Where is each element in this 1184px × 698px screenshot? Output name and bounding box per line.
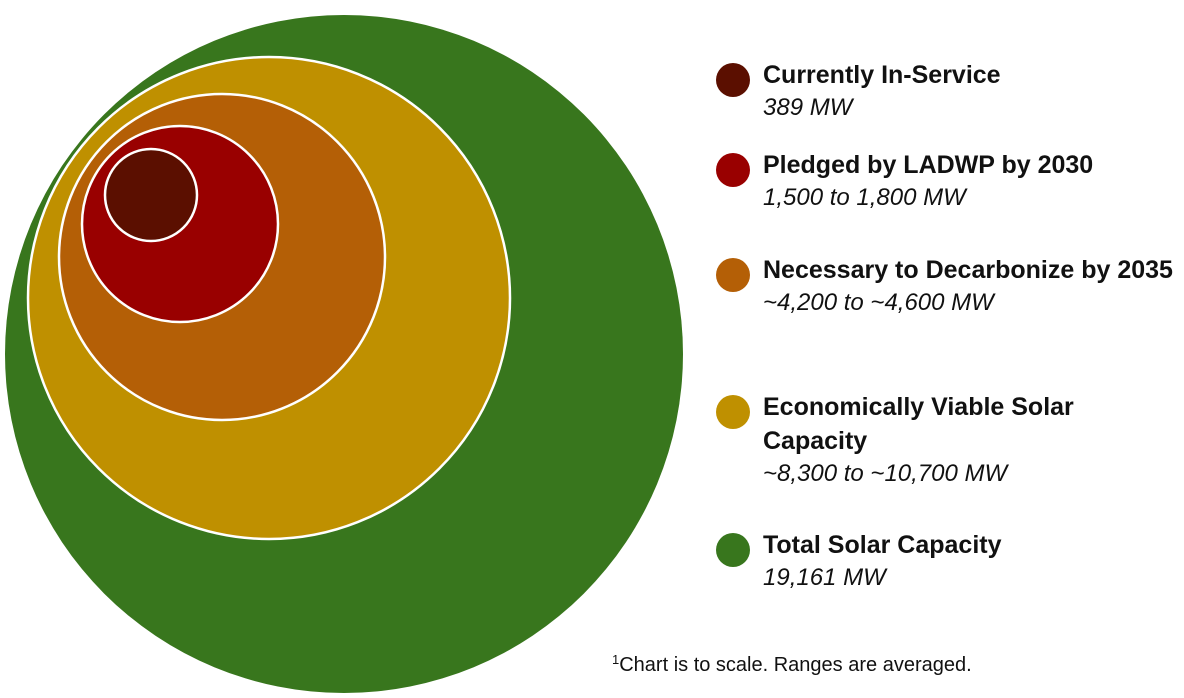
legend-swatch [716, 395, 750, 429]
legend-item-pledged-by-ladwp: Pledged by LADWP by 2030 1,500 to 1,800 … [716, 148, 1176, 253]
legend-item-economically-viable: Economically Viable Solar Capacity ~8,30… [716, 390, 1176, 528]
legend-value: 19,161 MW [763, 564, 886, 591]
legend: Currently In-Service 389 MW Pledged by L… [716, 58, 1176, 598]
footnote-marker: 1 [612, 652, 620, 667]
legend-label: Necessary to Decarbonize by 2035 [763, 256, 1173, 284]
legend-label: Economically Viable Solar Capacity [763, 393, 1074, 455]
legend-value: 389 MW [763, 94, 853, 121]
footnote: 1Chart is to scale. Ranges are averaged. [612, 652, 972, 677]
legend-swatch [716, 63, 750, 97]
legend-swatch [716, 258, 750, 292]
footnote-text: Chart is to scale. Ranges are averaged. [619, 654, 972, 676]
bubble-currently-in-service [103, 147, 199, 243]
legend-label: Pledged by LADWP by 2030 [763, 151, 1094, 179]
legend-item-currently-in-service: Currently In-Service 389 MW [716, 58, 1176, 148]
legend-value: 1,500 to 1,800 MW [763, 184, 966, 211]
legend-value: ~8,300 to ~10,700 MW [763, 460, 1008, 487]
legend-swatch [716, 153, 750, 187]
nested-bubble-chart [5, 15, 683, 693]
legend-swatch [716, 533, 750, 567]
legend-label: Currently In-Service [763, 61, 1001, 89]
legend-item-necessary-to-decarbonize: Necessary to Decarbonize by 2035 ~4,200 … [716, 253, 1176, 390]
legend-value: ~4,200 to ~4,600 MW [763, 289, 994, 316]
legend-label: Total Solar Capacity [763, 531, 1002, 559]
legend-item-total-solar-capacity: Total Solar Capacity 19,161 MW [716, 528, 1176, 598]
